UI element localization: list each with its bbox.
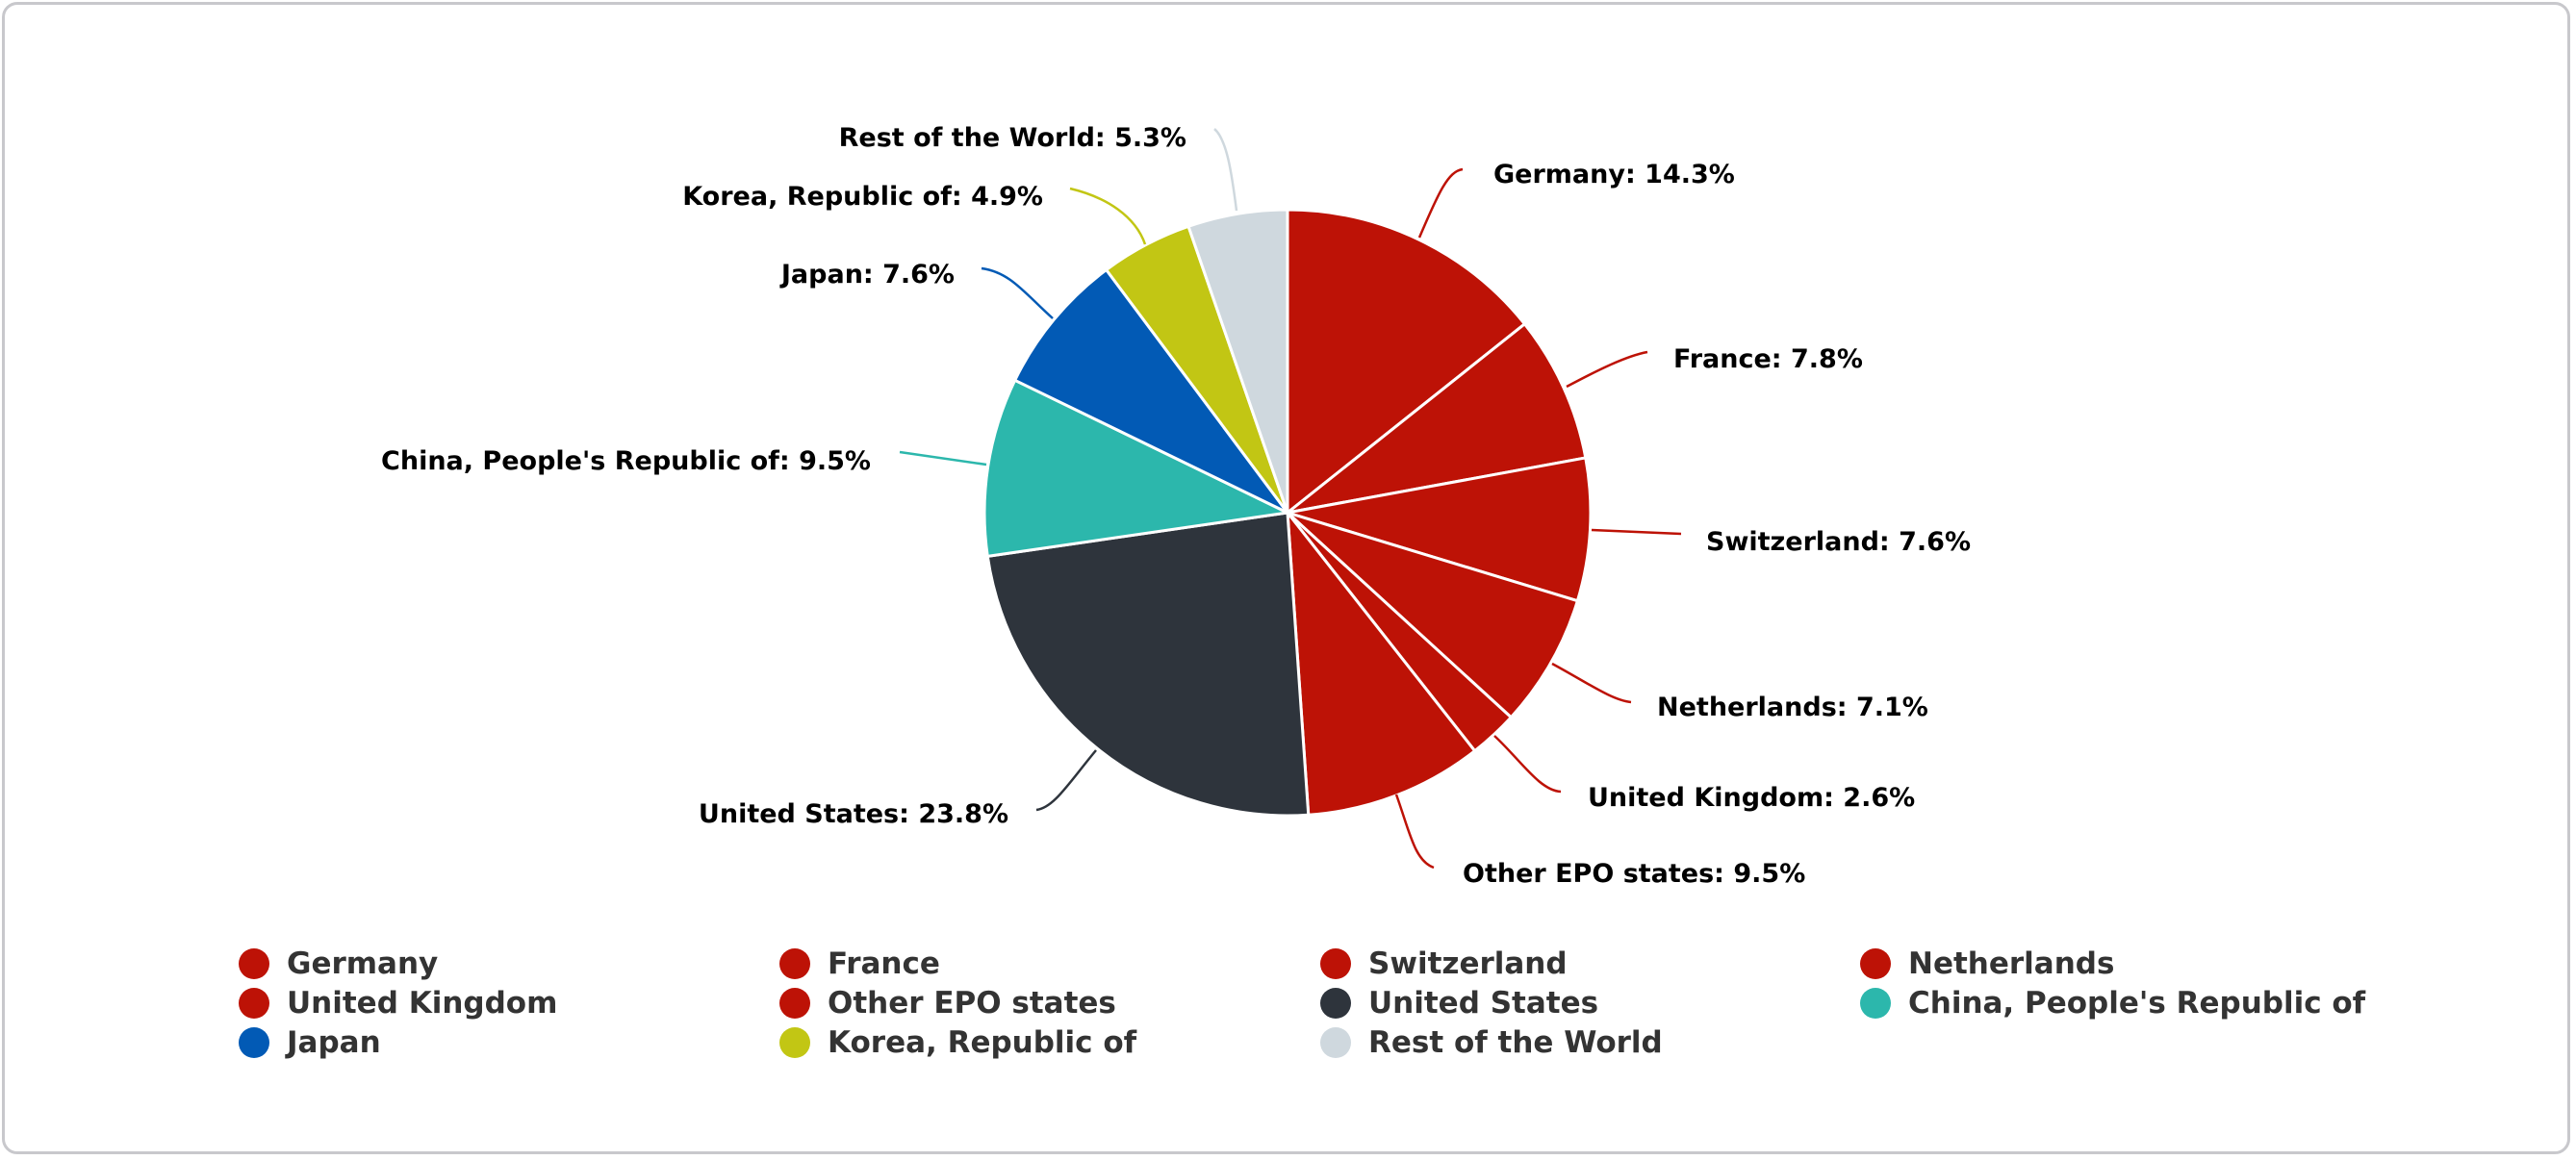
- connector-uk: [1494, 736, 1561, 792]
- legend-item-netherlands[interactable]: Netherlands: [1860, 945, 2114, 983]
- label-china: China, People's Republic of: 9.5%: [381, 446, 871, 476]
- legend-item-germany[interactable]: Germany: [239, 945, 438, 983]
- legend-item-other-epo-states[interactable]: Other EPO states: [779, 984, 1116, 1022]
- connector-china: [900, 452, 986, 465]
- label-rest: Rest of the World: 5.3%: [839, 123, 1186, 153]
- legend-marker-icon: [779, 948, 810, 979]
- label-uk: United Kingdom: 2.6%: [1588, 783, 1915, 813]
- legend-marker-icon: [239, 988, 269, 1019]
- legend-item-united-kingdom[interactable]: United Kingdom: [239, 984, 557, 1022]
- legend-marker-icon: [1320, 948, 1351, 979]
- legend-marker-icon: [239, 948, 269, 979]
- legend-label: Japan: [287, 1025, 381, 1060]
- legend-item-france[interactable]: France: [779, 945, 940, 983]
- legend-label: France: [828, 946, 940, 981]
- legend-label: Rest of the World: [1368, 1025, 1663, 1060]
- label-netherlands: Netherlands: 7.1%: [1657, 693, 1928, 722]
- legend-marker-icon: [1320, 988, 1351, 1019]
- legend-item-rest-of-world[interactable]: Rest of the World: [1320, 1023, 1663, 1062]
- legend-label: Switzerland: [1368, 946, 1568, 981]
- connector-japan: [982, 268, 1053, 318]
- connector-rest: [1214, 129, 1237, 211]
- connector-netherlands: [1552, 664, 1631, 702]
- connector-germany: [1419, 169, 1463, 238]
- legend-label: Netherlands: [1908, 946, 2114, 981]
- legend-marker-icon: [1860, 948, 1891, 979]
- connector-other-epo: [1396, 794, 1434, 868]
- label-us: United States: 23.8%: [699, 799, 1008, 829]
- legend-item-united-states[interactable]: United States: [1320, 984, 1598, 1022]
- legend-label: United States: [1368, 986, 1598, 1021]
- label-germany: Germany: 14.3%: [1493, 160, 1735, 189]
- legend-label: United Kingdom: [287, 986, 557, 1021]
- connector-us: [1036, 750, 1096, 810]
- connector-korea: [1070, 189, 1145, 244]
- legend-item-korea[interactable]: Korea, Republic of: [779, 1023, 1136, 1062]
- legend-label: Korea, Republic of: [828, 1025, 1136, 1060]
- legend-item-china[interactable]: China, People's Republic of: [1860, 984, 2365, 1022]
- label-japan: Japan: 7.6%: [779, 260, 955, 290]
- legend-marker-icon: [1320, 1027, 1351, 1058]
- pie-slice-united-states[interactable]: [987, 513, 1308, 816]
- legend-item-japan[interactable]: Japan: [239, 1023, 381, 1062]
- legend-marker-icon: [1860, 988, 1891, 1019]
- legend-marker-icon: [779, 1027, 810, 1058]
- label-other-epo: Other EPO states: 9.5%: [1463, 859, 1805, 889]
- legend-marker-icon: [779, 988, 810, 1019]
- legend-label: Other EPO states: [828, 986, 1116, 1021]
- legend-marker-icon: [239, 1027, 269, 1058]
- legend-label: China, People's Republic of: [1908, 986, 2365, 1021]
- legend-label: Germany: [287, 946, 438, 981]
- label-france: France: 7.8%: [1673, 344, 1863, 374]
- label-korea: Korea, Republic of: 4.9%: [682, 182, 1043, 212]
- connector-switzerland: [1592, 530, 1681, 534]
- pie-slices: [984, 210, 1591, 816]
- legend-item-switzerland[interactable]: Switzerland: [1320, 945, 1568, 983]
- connector-france: [1567, 352, 1647, 387]
- label-switzerland: Switzerland: 7.6%: [1706, 527, 1971, 557]
